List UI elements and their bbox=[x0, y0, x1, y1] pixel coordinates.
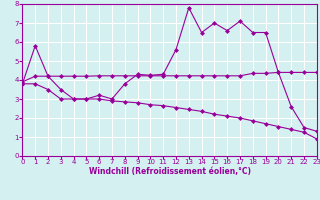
X-axis label: Windchill (Refroidissement éolien,°C): Windchill (Refroidissement éolien,°C) bbox=[89, 167, 251, 176]
